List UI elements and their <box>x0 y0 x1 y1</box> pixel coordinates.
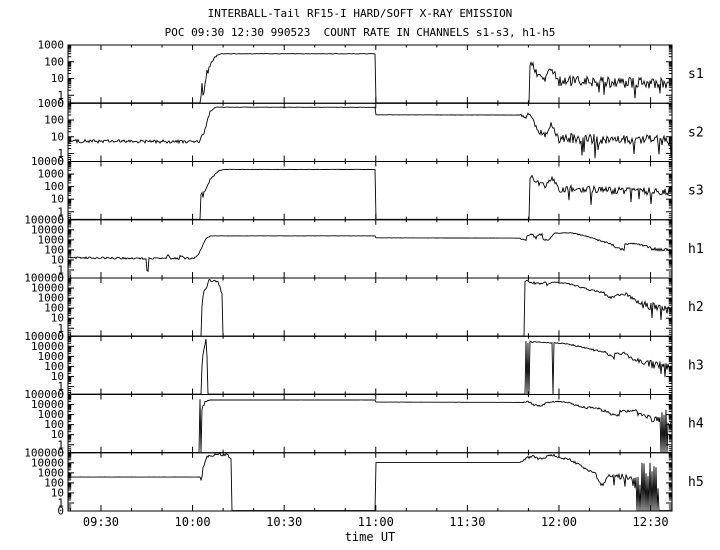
trace-h3 <box>68 339 673 395</box>
y-tick-label: 10000 <box>31 282 64 295</box>
trace-s1 <box>68 53 673 104</box>
y-tick-label: 10 <box>51 193 64 206</box>
y-tick-label: 1000 <box>38 350 65 363</box>
y-tick-label: 10 <box>51 428 64 441</box>
y-tick-label: 10000 <box>31 340 64 353</box>
y-tick-label: 100 <box>44 476 64 489</box>
y-tick-label: 100 <box>44 180 64 193</box>
y-tick-label: 100000 <box>24 446 64 459</box>
y-tick-label: 10 <box>51 312 64 325</box>
x-tick-label: 12:00 <box>541 515 577 529</box>
y-tick-label: 1 <box>57 380 64 393</box>
panel-box-s3 <box>67 161 673 221</box>
y-tick-label: 10 <box>51 370 64 383</box>
y-tick-label: 10000 <box>31 398 64 411</box>
y-tick-label: 0 <box>57 97 64 110</box>
y-tick-label: 10 <box>51 253 64 266</box>
y-tick-label: 10000 <box>31 456 64 469</box>
y-tick-label: 10 <box>51 72 64 85</box>
trace-h4 <box>68 399 673 453</box>
y-tick-label: 0 <box>57 272 64 285</box>
chart-subtitle: POC 09:30 12:30 990523 COUNT RATE IN CHA… <box>164 26 556 39</box>
x-tick-label: 10:30 <box>266 515 302 529</box>
y-tick-label: 10 <box>51 486 64 499</box>
y-tick-label: 1000 <box>38 97 65 110</box>
y-tick-label: 0 <box>57 330 64 343</box>
y-tick-label: 100 <box>44 114 64 127</box>
panel-box-h1 <box>67 219 673 279</box>
trace-s2 <box>67 106 673 159</box>
channel-label-h4: h4 <box>688 417 704 432</box>
y-tick-label: 1000 <box>38 292 65 305</box>
y-tick-label: 100 <box>44 302 64 315</box>
channel-label-h1: h1 <box>688 242 704 257</box>
panel-box-h4 <box>67 394 673 454</box>
y-tick-label: 1 <box>57 322 64 335</box>
y-tick-label: 0 <box>57 213 64 226</box>
y-tick-label: 1000 <box>38 466 65 479</box>
channel-label-h3: h3 <box>688 358 704 373</box>
channel-label-h2: h2 <box>688 300 704 315</box>
y-tick-label: 0 <box>57 446 64 459</box>
y-tick-label: 10000 <box>31 223 64 236</box>
channel-label-s1: s1 <box>688 67 704 82</box>
channel-label-h5: h5 <box>688 475 704 490</box>
y-tick-label: 1000 <box>38 233 65 246</box>
y-tick-label: 0 <box>57 388 64 401</box>
y-tick-label: 1 <box>57 438 64 451</box>
y-tick-label: 1 <box>57 205 64 218</box>
x-tick-label: 11:00 <box>358 515 394 529</box>
y-tick-label: 100000 <box>24 388 64 401</box>
channel-label-s3: s3 <box>688 184 704 199</box>
y-tick-label: 1 <box>57 147 64 160</box>
x-tick-label: 10:00 <box>175 515 211 529</box>
x-tick-label: 11:30 <box>449 515 485 529</box>
y-tick-label: 1000 <box>38 408 65 421</box>
y-tick-label: 0 <box>57 505 64 518</box>
y-tick-label: 100000 <box>24 213 64 226</box>
trace-s3 <box>68 168 673 220</box>
trace-h2 <box>68 279 673 337</box>
channel-label-s2: s2 <box>688 125 704 140</box>
y-tick-label: 10 <box>51 130 64 143</box>
panel-box-h2 <box>67 277 673 337</box>
y-tick-label: 100 <box>44 418 64 431</box>
y-tick-label: 1 <box>57 497 64 510</box>
x-axis-title: time UT <box>345 530 396 544</box>
trace-h5 <box>67 452 672 512</box>
panel-box-h5 <box>67 452 673 512</box>
x-tick-label: 09:30 <box>83 515 119 529</box>
y-tick-label: 100 <box>44 243 64 256</box>
trace-h1 <box>67 232 673 273</box>
x-tick-label: 12:30 <box>633 515 669 529</box>
chart-title: INTERBALL-Tail RF15-I HARD/SOFT X-RAY EM… <box>207 7 513 20</box>
y-tick-label: 1 <box>57 264 64 277</box>
y-tick-label: 10000 <box>31 155 64 168</box>
y-tick-label: 1000 <box>38 39 65 52</box>
y-tick-label: 1000 <box>38 168 65 181</box>
y-tick-label: 100 <box>44 55 64 68</box>
y-tick-label: 100000 <box>24 330 64 343</box>
panel-box-h3 <box>67 335 673 395</box>
y-tick-label: 100 <box>44 360 64 373</box>
y-tick-label: 0 <box>57 155 64 168</box>
y-tick-label: 100000 <box>24 272 64 285</box>
y-tick-label: 1 <box>57 89 64 102</box>
